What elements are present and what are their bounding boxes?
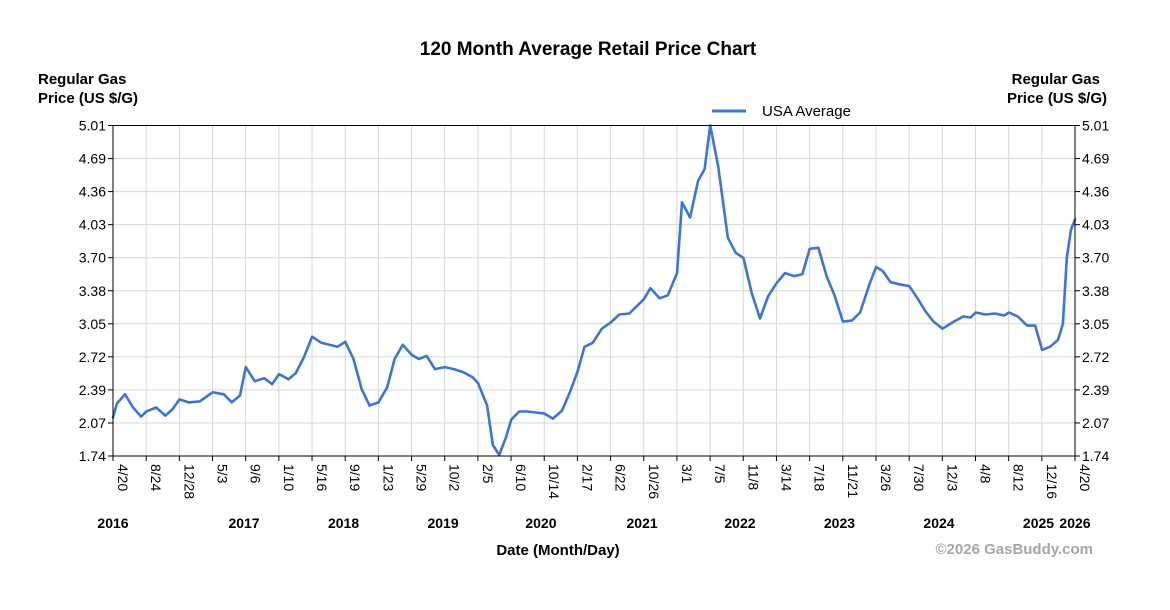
x-tick-label: 12/3 [944, 464, 960, 491]
y-tick-labels: 5.01 5.01 4.69 4.69 4.36 4.36 4.03 4.03 3.70 3.70… [79, 118, 1110, 465]
x-tick-label: 5/16 [314, 464, 330, 491]
y-axis-label-left-line1: Regular Gas [38, 71, 126, 88]
y-tick-label-left: 4.03 [79, 217, 106, 233]
y-tick-label-right: 1.74 [1082, 448, 1109, 464]
year-label: 2017 [228, 515, 259, 531]
x-tick-label: 1/23 [380, 464, 396, 491]
grid [108, 125, 1080, 461]
x-tick-label: 10/14 [546, 464, 562, 499]
x-tick-label: 4/8 [977, 464, 993, 484]
legend-label-usa-average: USA Average [762, 103, 851, 120]
year-label: 2020 [525, 515, 556, 531]
x-tick-label: 8/12 [1011, 464, 1027, 491]
y-tick-label-right: 4.36 [1082, 184, 1109, 200]
y-tick-label-right: 3.38 [1082, 283, 1109, 299]
year-label: 2023 [824, 515, 855, 531]
x-tick-label: 5/29 [414, 464, 430, 491]
y-tick-label-right: 4.03 [1082, 217, 1109, 233]
x-tick-label: 2/5 [480, 464, 496, 484]
y-tick-label-right: 2.72 [1082, 349, 1109, 365]
y-tick-label-left: 5.01 [79, 118, 106, 134]
x-tick-label: 9/6 [248, 464, 264, 484]
legend: USA Average [712, 103, 851, 120]
x-tick-label: 7/18 [812, 464, 828, 491]
x-tick-label: 4/20 [1077, 464, 1093, 491]
y-tick-label-right: 5.01 [1082, 118, 1109, 134]
y-axis-label-left-line2: Price (US $/G) [38, 90, 138, 107]
x-tick-label: 8/24 [148, 464, 164, 491]
chart-title: 120 Month Average Retail Price Chart [420, 39, 757, 60]
series-line-usa-average [111, 124, 1077, 457]
x-tick-label: 5/3 [215, 464, 231, 484]
x-tick-label: 1/10 [281, 464, 297, 491]
series-layer [111, 124, 1077, 457]
y-tick-label-right: 4.69 [1082, 151, 1109, 167]
year-label: 2022 [724, 515, 755, 531]
plot-frame [112, 125, 1076, 457]
x-tick-label: 4/20 [115, 464, 131, 491]
y-tick-label-left: 4.36 [79, 184, 106, 200]
x-axis-label: Date (Month/Day) [496, 542, 619, 559]
y-tick-label-left: 4.69 [79, 151, 106, 167]
y-axis-label-right-line2: Price (US $/G) [1007, 90, 1107, 107]
y-tick-label-left: 3.05 [79, 316, 106, 332]
y-tick-label-left: 2.72 [79, 349, 106, 365]
y-tick-label-left: 1.74 [79, 448, 106, 464]
y-tick-label-left: 2.39 [79, 382, 106, 398]
y-tick-label-right: 2.39 [1082, 382, 1109, 398]
x-tick-label: 3/14 [778, 464, 794, 491]
x-tick-label: 9/19 [347, 464, 363, 491]
year-labels: 2016 2017 2018 2019 2020 2021 2022 2023 2024 2025… [97, 515, 1090, 531]
year-label: 2025 [1023, 515, 1054, 531]
y-axis-label-right-line1: Regular Gas [1012, 71, 1100, 88]
year-label: 2021 [627, 515, 658, 531]
x-tick-label: 3/1 [679, 464, 695, 484]
year-label: 2024 [923, 515, 954, 531]
x-tick-label: 11/8 [745, 464, 761, 490]
x-tick-label: 6/22 [613, 464, 629, 491]
x-tick-label: 12/28 [181, 464, 197, 499]
y-tick-label-left: 3.70 [79, 250, 106, 266]
y-tick-label-left: 3.38 [79, 283, 106, 299]
x-tick-label: 7/30 [911, 464, 927, 491]
x-tick-label: 6/10 [513, 464, 529, 491]
y-tick-label-right: 3.05 [1082, 316, 1109, 332]
x-tick-label: 2/17 [579, 464, 595, 491]
y-tick-label-right: 2.07 [1082, 415, 1109, 431]
y-tick-label-right: 3.70 [1082, 250, 1109, 266]
x-tick-label: 7/5 [712, 464, 728, 484]
x-tick-label: 10/2 [447, 464, 463, 491]
x-tick-labels: 4/20 8/24 12/28 5/3 9/6 1/10 5/16 9/19 1/23 5/29 1… [115, 464, 1093, 499]
copyright-text: ©2026 GasBuddy.com [936, 541, 1094, 558]
x-tick-label: 12/16 [1044, 464, 1060, 499]
y-tick-label-left: 2.07 [79, 415, 106, 431]
year-label: 2018 [328, 515, 359, 531]
x-tick-label: 11/21 [845, 464, 861, 498]
x-tick-label: 3/26 [878, 464, 894, 491]
year-label: 2016 [97, 515, 128, 531]
x-tick-label: 10/26 [646, 464, 662, 499]
year-label: 2026 [1059, 515, 1090, 531]
year-label: 2019 [427, 515, 458, 531]
